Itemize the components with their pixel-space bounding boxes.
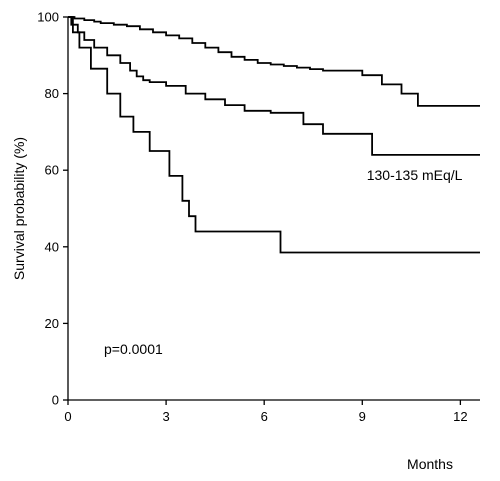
group-label-annotation: 130-135 mEq/L xyxy=(367,167,463,183)
x-tick-label: 6 xyxy=(261,409,268,424)
y-tick-label: 0 xyxy=(52,393,59,408)
x-tick-label: 12 xyxy=(453,409,467,424)
y-tick-label: 100 xyxy=(37,10,59,25)
survival-curve-1 xyxy=(68,16,480,107)
y-tick-label: 80 xyxy=(45,86,59,101)
survival-curve-3 xyxy=(68,16,480,254)
y-tick-label: 40 xyxy=(45,239,59,254)
survival-curves xyxy=(68,16,480,254)
x-tick-label: 0 xyxy=(64,409,71,424)
x-axis-title: Months xyxy=(407,456,453,472)
p-value-annotation: p=0.0001 xyxy=(104,341,163,357)
survival-curve-2 xyxy=(68,16,480,156)
x-tick-label: 3 xyxy=(162,409,169,424)
y-tick-label: 20 xyxy=(45,316,59,331)
x-tick-label: 9 xyxy=(359,409,366,424)
axes: 0 20 40 60 80 100 0 3 6 9 12 xyxy=(37,10,480,424)
y-tick-label: 60 xyxy=(45,163,59,178)
y-axis-title: Survival probability (%) xyxy=(11,137,27,280)
